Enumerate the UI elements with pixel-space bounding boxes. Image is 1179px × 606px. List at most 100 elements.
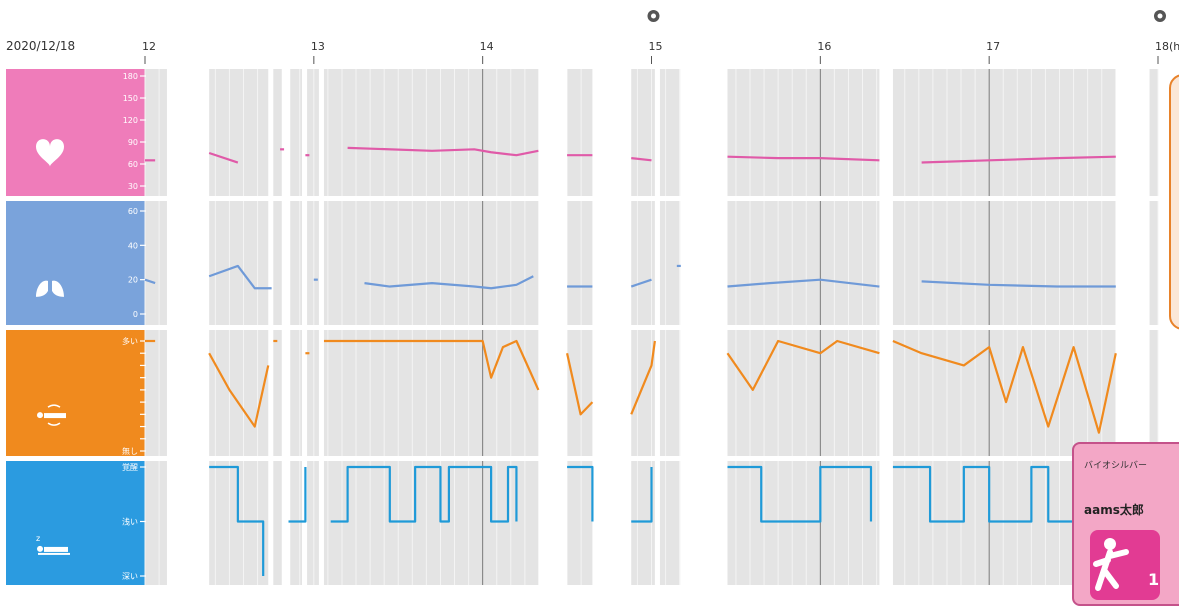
move-series-line xyxy=(892,339,1117,434)
body-shape xyxy=(44,413,66,419)
row-heart: 180 150 120 90 60 30 xyxy=(6,69,1159,196)
person-card-number: 1 xyxy=(1148,570,1160,589)
hour-tick-label: 18(h) xyxy=(1155,40,1179,53)
hour-tick-label: 17 xyxy=(986,40,1000,53)
no-data-gap xyxy=(592,461,632,585)
person-card[interactable]: バイオシルバー aams太郎 1 xyxy=(1072,442,1179,606)
y-tick-label: 浅い xyxy=(122,517,138,527)
date-label: 2020/12/18 xyxy=(6,39,75,53)
bed-shape xyxy=(38,552,70,555)
no-data-gap xyxy=(680,69,728,196)
no-data-gap xyxy=(268,330,274,456)
circle-marker-inner xyxy=(1157,13,1163,19)
no-data-gap xyxy=(1115,69,1150,196)
hour-tick-label: 15 xyxy=(649,40,663,53)
y-tick-label: 180 xyxy=(123,72,138,81)
no-data-gap xyxy=(538,330,568,456)
resp-series-line xyxy=(630,278,652,288)
resp-series-line xyxy=(727,278,880,288)
heart-series-line xyxy=(208,151,239,164)
y-tick-label: 深い xyxy=(122,572,138,581)
body-shape xyxy=(44,546,68,552)
no-data-gap xyxy=(166,69,210,196)
no-data-gap xyxy=(654,330,660,456)
y-tick-label: 0 xyxy=(133,310,138,319)
resp-series-line xyxy=(364,275,534,290)
no-data-gap xyxy=(268,201,274,325)
y-tick-label: 覚醒 xyxy=(122,462,138,472)
no-data-gap xyxy=(166,201,210,325)
sleep-series-line xyxy=(288,467,307,523)
no-data-gap xyxy=(318,461,324,585)
y-tick-label: 無し xyxy=(122,446,138,456)
circle-marker-icon xyxy=(647,10,660,22)
hour-tick-label: 13 xyxy=(311,40,325,53)
row-label-panel xyxy=(6,461,145,585)
y-tick-label: 90 xyxy=(128,138,138,147)
y-tick-label: 120 xyxy=(123,116,138,125)
hour-tick-label: 16 xyxy=(817,40,831,53)
heart-shape xyxy=(36,139,64,167)
no-data-gap xyxy=(302,201,308,325)
no-data-gap xyxy=(302,330,308,456)
no-data-gap xyxy=(281,201,291,325)
info-card xyxy=(1169,74,1179,330)
resp-series-line xyxy=(144,278,156,285)
no-data-gap xyxy=(302,69,308,196)
no-data-gap xyxy=(879,461,893,585)
no-data-gap xyxy=(654,461,660,585)
no-data-gap xyxy=(538,461,568,585)
no-data-gap xyxy=(680,201,728,325)
head-shape xyxy=(37,545,43,552)
sleep-series-line xyxy=(567,465,594,522)
hour-axis: 12 13 14 15 16 17 18(h) xyxy=(142,40,1179,64)
exercise-person-icon: 1 xyxy=(1090,530,1160,600)
no-data-gap xyxy=(879,69,893,196)
no-data-gap xyxy=(538,201,568,325)
y-tick-label: 多い xyxy=(122,336,138,346)
sleep-series-line xyxy=(209,465,265,576)
person-card-subtitle: バイオシルバー xyxy=(1084,461,1148,471)
sleep-z-shape: z xyxy=(36,534,40,543)
no-data-gap xyxy=(680,461,728,585)
right-lung-shape xyxy=(52,272,64,297)
no-data-gap xyxy=(318,69,324,196)
lungs-icon xyxy=(36,272,64,297)
sleep-series-line xyxy=(631,467,653,523)
hour-tick-label: 14 xyxy=(480,40,494,53)
head-shape xyxy=(37,412,43,419)
no-data-gap xyxy=(281,461,291,585)
marker-group xyxy=(647,10,1166,22)
no-data-gap xyxy=(592,69,632,196)
motion-arcs-shape xyxy=(47,404,61,426)
no-data-gap xyxy=(654,201,660,325)
no-data-gap xyxy=(1115,201,1150,325)
no-data-gap xyxy=(302,461,308,585)
person-name: aams太郎 xyxy=(1084,503,1144,517)
resp-series-line xyxy=(921,280,1116,288)
left-lung-shape xyxy=(36,272,48,297)
row-resp: 60 40 20 0 xyxy=(6,201,1159,325)
heart-series-line xyxy=(727,155,880,162)
body-movement-icon xyxy=(37,404,66,426)
no-data-gap xyxy=(1115,330,1150,456)
row-label-panel xyxy=(6,69,145,196)
hour-tick-label: 12 xyxy=(142,40,156,53)
y-tick-label: 150 xyxy=(123,94,138,103)
move-series-line xyxy=(323,339,540,391)
vitals-chart: 2020/12/18 12 13 14 15 16 17 18(h) 180 150 120 90… xyxy=(6,10,1179,585)
no-data-gap xyxy=(268,69,274,196)
heart-series-line xyxy=(631,157,652,162)
no-data-gap xyxy=(879,330,893,456)
circle-marker-icon xyxy=(1154,10,1166,22)
no-data-gap xyxy=(318,201,324,325)
heart-series-line xyxy=(347,146,539,157)
y-tick-label: 40 xyxy=(128,241,138,250)
no-data-gap xyxy=(268,461,274,585)
no-data-gap xyxy=(680,330,728,456)
y-tick-label: 30 xyxy=(128,182,138,191)
no-data-gap xyxy=(166,461,210,585)
